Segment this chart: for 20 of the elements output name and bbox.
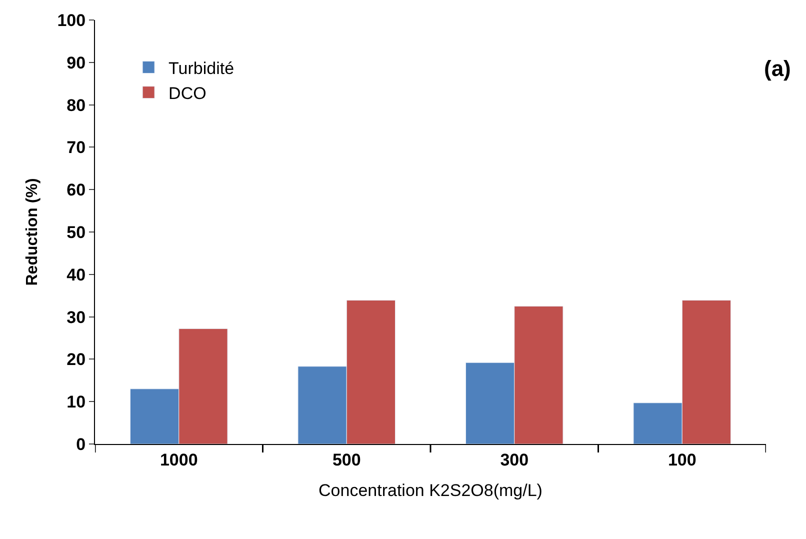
y-tick-label: 100 — [57, 10, 86, 30]
y-tick-label: 30 — [66, 308, 86, 327]
y-tick-label: 10 — [66, 392, 86, 412]
y-axis-title: Reduction (%) — [24, 178, 42, 286]
y-tick-label: 0 — [76, 434, 86, 454]
y-tick-label: 20 — [66, 350, 86, 370]
x-tick-label: 1000 — [160, 450, 198, 470]
x-tick-label: 300 — [500, 450, 529, 470]
annotation: (a) — [764, 56, 791, 81]
x-axis-title: Concentration K2S2O8(mg/L) — [318, 480, 542, 500]
x-tick-label: 100 — [668, 450, 696, 470]
legend-label: Turbidité — [168, 58, 234, 78]
y-tick-label: 70 — [66, 138, 86, 158]
legend-label: DCO — [168, 84, 206, 103]
y-tick-label: 40 — [66, 265, 86, 284]
y-tick-label: 60 — [66, 180, 86, 200]
y-tick-label: 80 — [66, 96, 86, 115]
y-tick-label: 50 — [66, 222, 86, 242]
x-tick-label: 500 — [332, 450, 361, 470]
y-tick-label: 90 — [66, 53, 86, 72]
